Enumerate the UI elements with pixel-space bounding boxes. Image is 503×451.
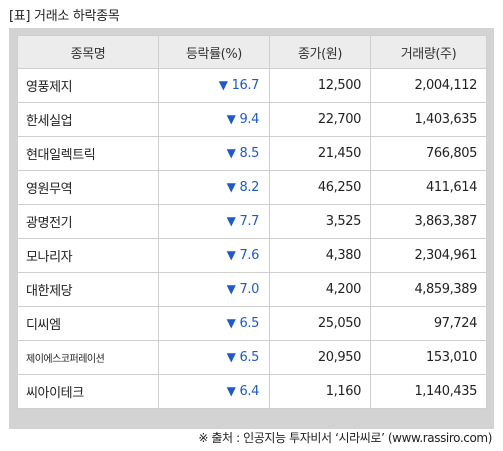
change-rate-value: 8.5 bbox=[239, 146, 260, 161]
change-rate-value: 7.6 bbox=[239, 248, 260, 263]
change-rate: ▼ 16.7 bbox=[158, 68, 270, 103]
close-price: 12,500 bbox=[269, 68, 371, 103]
trade-volume: 153,010 bbox=[370, 340, 487, 375]
change-rate-value: 6.5 bbox=[239, 350, 260, 365]
table-row: 씨아이테크 ▼ 6.4 1,160 1,140,435 bbox=[17, 374, 487, 409]
stock-name: 대한제당 bbox=[17, 272, 159, 307]
close-price: 25,050 bbox=[269, 306, 371, 341]
change-rate: ▼ 7.7 bbox=[158, 204, 270, 239]
close-price: 4,200 bbox=[269, 272, 371, 307]
change-rate: ▼ 7.6 bbox=[158, 238, 270, 273]
change-rate: ▼ 6.4 bbox=[158, 374, 270, 409]
change-rate: ▼ 8.5 bbox=[158, 136, 270, 171]
table-frame: 종목명 등락률(%) 종가(원) 거래량(주) 영풍제지 ▼ 16.7 12,50… bbox=[9, 28, 494, 429]
source-note: ※ 출처 : 인공지능 투자비서 ‘시라씨로’ (www.rassiro.com… bbox=[198, 431, 492, 445]
stock-name: 제이에스코퍼레이션 bbox=[17, 340, 159, 375]
change-rate: ▼ 8.2 bbox=[158, 170, 270, 205]
close-price: 1,160 bbox=[269, 374, 371, 409]
stock-name: 모나리자 bbox=[17, 238, 159, 273]
stock-name: 광명전기 bbox=[17, 204, 159, 239]
table-row: 영풍제지 ▼ 16.7 12,500 2,004,112 bbox=[17, 68, 487, 103]
down-triangle-icon: ▼ bbox=[226, 282, 236, 296]
close-price: 22,700 bbox=[269, 102, 371, 137]
change-rate: ▼ 6.5 bbox=[158, 306, 270, 341]
change-rate-value: 8.2 bbox=[239, 180, 260, 195]
down-triangle-icon: ▼ bbox=[226, 146, 236, 160]
table-row: 제이에스코퍼레이션 ▼ 6.5 20,950 153,010 bbox=[17, 340, 487, 375]
stock-name: 씨아이테크 bbox=[17, 374, 159, 409]
close-price: 3,525 bbox=[269, 204, 371, 239]
down-triangle-icon: ▼ bbox=[226, 180, 236, 194]
trade-volume: 2,304,961 bbox=[370, 238, 487, 273]
table-row: 현대일렉트릭 ▼ 8.5 21,450 766,805 bbox=[17, 136, 487, 171]
stock-name: 영풍제지 bbox=[17, 68, 159, 103]
change-rate-value: 6.4 bbox=[239, 384, 260, 399]
close-price: 21,450 bbox=[269, 136, 371, 171]
stock-name: 디씨엠 bbox=[17, 306, 159, 341]
change-rate-value: 6.5 bbox=[239, 316, 260, 331]
close-price: 46,250 bbox=[269, 170, 371, 205]
trade-volume: 411,614 bbox=[370, 170, 487, 205]
table-row: 대한제당 ▼ 7.0 4,200 4,859,389 bbox=[17, 272, 487, 307]
stock-name: 한세실업 bbox=[17, 102, 159, 137]
falling-stocks-table: 종목명 등락률(%) 종가(원) 거래량(주) 영풍제지 ▼ 16.7 12,50… bbox=[17, 35, 487, 409]
close-price: 4,380 bbox=[269, 238, 371, 273]
table-row: 모나리자 ▼ 7.6 4,380 2,304,961 bbox=[17, 238, 487, 273]
trade-volume: 2,004,112 bbox=[370, 68, 487, 103]
change-rate: ▼ 6.5 bbox=[158, 340, 270, 375]
trade-volume: 3,863,387 bbox=[370, 204, 487, 239]
column-header-volume: 거래량(주) bbox=[370, 35, 487, 69]
change-rate-value: 16.7 bbox=[231, 78, 260, 93]
close-price: 20,950 bbox=[269, 340, 371, 375]
down-triangle-icon: ▼ bbox=[226, 316, 236, 330]
down-triangle-icon: ▼ bbox=[226, 214, 236, 228]
column-header-change-rate: 등락률(%) bbox=[158, 35, 270, 69]
trade-volume: 1,403,635 bbox=[370, 102, 487, 137]
page-title: [표] 거래소 하락종목 bbox=[9, 9, 120, 24]
trade-volume: 1,140,435 bbox=[370, 374, 487, 409]
trade-volume: 766,805 bbox=[370, 136, 487, 171]
table-header-row: 종목명 등락률(%) 종가(원) 거래량(주) bbox=[17, 35, 487, 69]
change-rate-value: 7.0 bbox=[239, 282, 260, 297]
column-header-stock-name: 종목명 bbox=[17, 35, 159, 69]
table-row: 광명전기 ▼ 7.7 3,525 3,863,387 bbox=[17, 204, 487, 239]
down-triangle-icon: ▼ bbox=[226, 350, 236, 364]
table-row: 영원무역 ▼ 8.2 46,250 411,614 bbox=[17, 170, 487, 205]
column-header-close-price: 종가(원) bbox=[269, 35, 371, 69]
change-rate-value: 7.7 bbox=[239, 214, 260, 229]
stock-name: 영원무역 bbox=[17, 170, 159, 205]
down-triangle-icon: ▼ bbox=[226, 248, 236, 262]
down-triangle-icon: ▼ bbox=[226, 112, 236, 126]
down-triangle-icon: ▼ bbox=[218, 78, 228, 92]
trade-volume: 97,724 bbox=[370, 306, 487, 341]
table-row: 한세실업 ▼ 9.4 22,700 1,403,635 bbox=[17, 102, 487, 137]
change-rate: ▼ 7.0 bbox=[158, 272, 270, 307]
down-triangle-icon: ▼ bbox=[226, 384, 236, 398]
table-row: 디씨엠 ▼ 6.5 25,050 97,724 bbox=[17, 306, 487, 341]
stock-name: 현대일렉트릭 bbox=[17, 136, 159, 171]
change-rate-value: 9.4 bbox=[239, 112, 260, 127]
change-rate: ▼ 9.4 bbox=[158, 102, 270, 137]
trade-volume: 4,859,389 bbox=[370, 272, 487, 307]
